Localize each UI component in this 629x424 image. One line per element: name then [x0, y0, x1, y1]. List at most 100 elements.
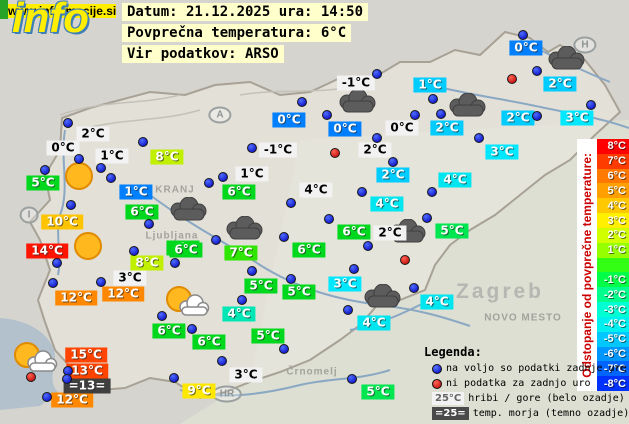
logo-site-url: www.informacije.si [8, 4, 117, 18]
scale-step: 7°C [597, 153, 629, 169]
legend-row: =25= temp. morja (temno ozadje) [424, 406, 629, 421]
scale-step: -2°C [597, 287, 629, 303]
header-avg-temp-line: Povprečna temperatura: 6°C [122, 24, 352, 42]
station-dot-current [144, 219, 154, 229]
legend-row: ni podatka za zadnjo uro [424, 376, 629, 391]
road-sign: HR [211, 385, 243, 403]
sun-cloud-icon [12, 341, 58, 375]
temp-label: 6°C [192, 334, 226, 350]
scale-step: -6°C [597, 346, 629, 362]
scale-title-text: Odstopanje od povprečne temperature: [580, 152, 594, 378]
cloud-icon [223, 215, 265, 242]
red-dot-icon [432, 378, 442, 389]
city-label: Zagreb [455, 280, 545, 303]
temp-label: 1°C [413, 77, 447, 93]
station-dot-current [297, 97, 307, 107]
temp-label: 5°C [435, 223, 469, 239]
temp-label: 10°C [41, 214, 83, 230]
scale-step: -1°C [597, 272, 629, 288]
station-dot-current [247, 143, 257, 153]
temp-label: 2°C [376, 167, 410, 183]
temp-label: 4°C [438, 172, 472, 188]
station-dot-stale [507, 74, 517, 84]
road-sign: H [573, 36, 597, 54]
temp-label: 2°C [373, 225, 407, 241]
station-dot-current [279, 344, 289, 354]
scale-step: -8°C [597, 376, 629, 392]
station-dot-current [138, 137, 148, 147]
temp-label: 2°C [430, 120, 464, 136]
station-dot-stale [400, 255, 410, 265]
header-date-line: Datum: 21.12.2025 ura: 14:50 [122, 3, 369, 21]
temp-label: 5°C [26, 175, 60, 191]
scale-step: -7°C [597, 361, 629, 377]
station-dot-current [347, 374, 357, 384]
station-dot-current [48, 278, 58, 288]
legend-item-text: na voljo so podatki zadnje ure [446, 363, 627, 374]
station-dot-current [63, 118, 73, 128]
temp-label: 5°C [251, 328, 285, 344]
temp-label: 8°C [130, 255, 164, 271]
scale-step: 1°C [597, 242, 629, 258]
station-dot-current [474, 133, 484, 143]
temp-label: =13= [63, 378, 111, 394]
station-dot-current [286, 274, 296, 284]
cloud-icon [336, 88, 378, 115]
station-dot-current [66, 200, 76, 210]
legend-row: 25°C hribi / gore (belo ozadje) [424, 391, 629, 406]
temp-label: 2°C [543, 76, 577, 92]
station-dot-current [169, 373, 179, 383]
station-dot-current [427, 187, 437, 197]
station-dot-current [532, 111, 542, 121]
temp-label: 2°C [501, 110, 535, 126]
legend-title: Legenda: [424, 345, 482, 359]
temp-label: 1°C [235, 166, 269, 182]
scale-step: 4°C [597, 198, 629, 214]
temp-label: 3°C [485, 144, 519, 160]
cloud-icon [545, 45, 587, 72]
deviation-color-scale: Odstopanje od povprečne temperature: 8°C… [577, 139, 629, 392]
legend-item-text: hribi / gore (belo ozadje) [468, 393, 625, 404]
temp-label: 0°C [272, 112, 306, 128]
badge-dark: =25= [432, 407, 469, 420]
station-dot-current [409, 283, 419, 293]
station-dot-current [218, 172, 228, 182]
temp-label: 2°C [76, 126, 110, 142]
temp-label: 14°C [26, 243, 68, 259]
badge-light: 25°C [432, 392, 465, 405]
temp-label: 4°C [357, 315, 391, 331]
station-dot-current [42, 392, 52, 402]
logo-wordmark: info [12, 0, 89, 41]
station-dot-current [532, 66, 542, 76]
temp-label: 9°C [182, 383, 216, 399]
station-dot-current [237, 295, 247, 305]
station-dot-current [52, 258, 62, 268]
temp-label: 6°C [222, 184, 256, 200]
cloud-icon [167, 196, 209, 223]
temp-label: -1°C [336, 75, 376, 91]
station-dot-current [40, 165, 50, 175]
station-dot-current [322, 110, 332, 120]
city-label: Ljubljana [145, 230, 199, 242]
station-dot-current [170, 258, 180, 268]
station-dot-current [211, 235, 221, 245]
station-dot-current [106, 173, 116, 183]
site-logo-link[interactable]: info www.informacije.si [0, 0, 120, 62]
map-legend: Legenda: na voljo so podatki zadnje ure n… [424, 345, 629, 421]
logo-stripes: info [0, 0, 89, 41]
temp-label: 4°C [370, 196, 404, 212]
scale-step: 6°C [597, 168, 629, 184]
station-dot-current [96, 163, 106, 173]
temp-label: 3°C [328, 276, 362, 292]
station-dot-current [129, 246, 139, 256]
sun-icon [64, 161, 94, 191]
temp-label: 6°C [337, 224, 371, 240]
blue-dot-icon [432, 363, 442, 374]
station-dot-current [279, 232, 289, 242]
temp-label: -1°C [258, 142, 298, 158]
station-dot-current [217, 356, 227, 366]
scale-step: 8°C [597, 139, 629, 154]
temp-label: 4°C [420, 294, 454, 310]
temp-label: 6°C [169, 242, 203, 258]
